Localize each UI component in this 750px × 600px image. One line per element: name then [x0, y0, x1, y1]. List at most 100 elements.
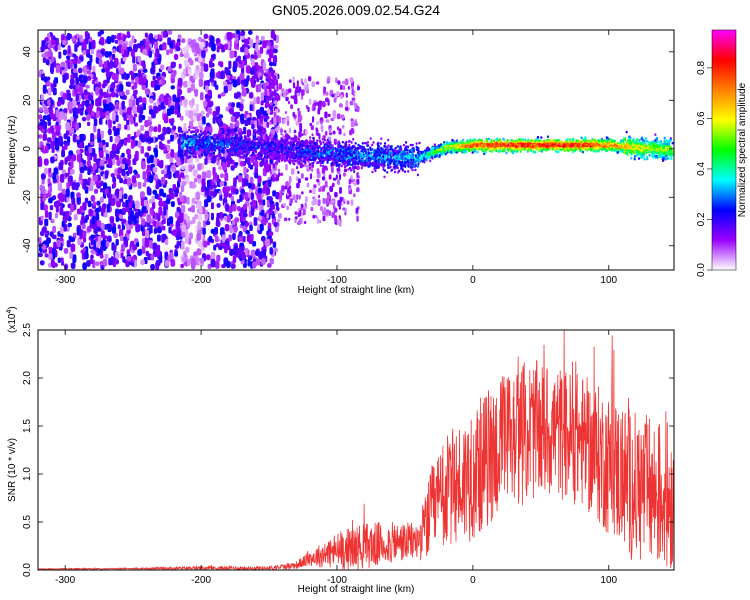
spectrogram-cell	[58, 136, 63, 145]
spectrogram-cell	[83, 181, 87, 191]
spectrogram-cell	[387, 138, 390, 142]
spectrogram-cell	[251, 199, 256, 209]
spectrogram-cell	[166, 144, 171, 152]
spectrogram-cell	[356, 215, 359, 222]
spectrogram-cell	[355, 207, 359, 214]
spectrogram-cell	[377, 144, 380, 148]
spectrogram-cell	[82, 66, 87, 74]
spectrogram-cell	[198, 78, 204, 88]
spectrogram-cell	[172, 125, 177, 131]
spectrogram-cell	[149, 224, 153, 234]
spectrogram-cell	[47, 87, 52, 96]
spectrogram-cell	[331, 93, 335, 98]
spectrogram-cell	[64, 143, 68, 150]
spectrogram-cell	[125, 89, 130, 96]
spectrogram-cell	[196, 114, 200, 122]
spectrogram-cell	[62, 74, 67, 84]
spectrogram-cell	[170, 73, 176, 79]
spectrogram-cell	[90, 238, 94, 245]
spectrogram-cell	[261, 258, 266, 266]
spectrogram-cell	[217, 94, 222, 99]
spectrogram-cell	[266, 213, 270, 219]
spectrogram-cell	[197, 214, 203, 221]
spectrogram-cell	[81, 116, 87, 122]
spectrogram-cell	[318, 133, 321, 140]
spectrogram-cell	[275, 192, 279, 197]
spectrogram-cell	[311, 81, 316, 88]
spectrogram-cell	[230, 136, 233, 139]
spectrogram-cell	[197, 163, 202, 171]
spectrogram-cell	[121, 163, 126, 170]
spectrogram-cell	[82, 41, 86, 50]
spectrogram-cell	[269, 81, 273, 87]
spectrogram-cell	[106, 36, 112, 45]
spectrogram-cell	[146, 164, 151, 171]
spectrogram-cell	[191, 260, 196, 270]
spectrogram-cell	[83, 160, 87, 165]
spectrogram-cell	[351, 97, 356, 101]
spectrogram-cell	[251, 123, 255, 130]
spectrogram-cell	[318, 194, 321, 199]
spectrogram-cell	[57, 257, 61, 264]
spectrogram-cell	[170, 109, 175, 115]
spectrogram-cell	[145, 229, 150, 239]
spectrogram-cell	[95, 261, 100, 267]
spectrogram-cell	[146, 214, 152, 223]
spectrogram-cell	[117, 224, 121, 230]
spectrogram-cell	[116, 174, 122, 180]
spectrogram-cell	[219, 180, 225, 187]
spectrogram-cell	[118, 62, 122, 71]
spectrogram-cell	[242, 235, 246, 243]
spectrogram-cell	[180, 204, 186, 214]
spectrogram-cell	[113, 129, 118, 137]
spectrogram-cell	[316, 178, 320, 183]
spectrogram-cell	[208, 235, 213, 243]
spectrogram-cell	[48, 197, 53, 204]
spectrogram-cell	[90, 133, 95, 140]
spectrogram-cell	[254, 172, 259, 179]
spectrogram-cell	[130, 117, 134, 125]
spectrogram-cell	[148, 174, 154, 183]
spectrogram-cell	[255, 249, 260, 256]
spectrogram-cell	[132, 244, 138, 251]
spectrogram-cell	[219, 61, 224, 68]
spectrogram-cell	[41, 185, 45, 195]
spectrogram-cell	[159, 79, 163, 85]
spectrogram-cell	[113, 232, 119, 239]
spectrogram-cell	[134, 122, 139, 127]
spectrogram-cell	[140, 191, 145, 200]
spectrogram-cell	[339, 187, 342, 194]
spectrogram-cell	[46, 230, 50, 236]
spectrogram-cell	[173, 152, 178, 159]
spectrogram-cell	[490, 138, 493, 142]
spectrogram-cell	[330, 199, 334, 204]
spectrogram-cell	[297, 115, 302, 123]
spectrogram-cell	[166, 169, 170, 176]
spectrogram-cell	[243, 154, 246, 157]
spectrogram-cell	[267, 98, 270, 103]
spectrogram-cell	[327, 99, 330, 106]
spectrogram-cell	[169, 48, 173, 54]
spectrogram-cell	[115, 101, 120, 110]
spectrogram-cell	[296, 182, 300, 189]
spectrogram-cell	[202, 227, 206, 235]
spectrogram-cell	[163, 108, 167, 114]
spectrogram-cell	[132, 105, 138, 114]
spectrogram-cell	[230, 115, 236, 123]
spectrogram-cell	[157, 134, 162, 140]
spectrogram-cell	[301, 82, 305, 86]
spectrogram-cell	[240, 46, 244, 53]
spectrogram-cell	[115, 239, 119, 246]
spectrogram-cell	[157, 124, 161, 133]
spectrogram-cell	[336, 113, 341, 120]
spectrogram-cell	[271, 169, 274, 175]
spectrogram-cell	[309, 189, 312, 194]
spectrogram-cell	[169, 40, 174, 49]
spectrogram-cell	[183, 98, 188, 106]
spectrogram-cell	[261, 209, 265, 216]
spectrogram-cell	[95, 86, 100, 96]
spectrogram-cell	[226, 74, 231, 79]
spectrogram-cell	[159, 133, 165, 141]
spectrogram-cell	[38, 252, 43, 258]
spectrogram-cell	[356, 165, 360, 171]
